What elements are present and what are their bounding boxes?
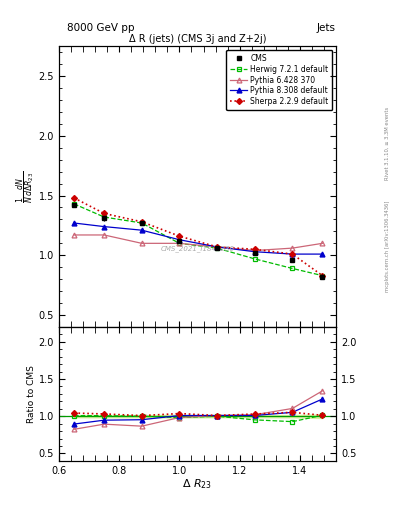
Text: mcplots.cern.ch [arXiv:1306.3436]: mcplots.cern.ch [arXiv:1306.3436]: [385, 200, 389, 291]
Y-axis label: Ratio to CMS: Ratio to CMS: [27, 365, 36, 423]
Text: 8000 GeV pp: 8000 GeV pp: [67, 23, 134, 33]
X-axis label: $\Delta\ R_{23}$: $\Delta\ R_{23}$: [182, 477, 213, 491]
Text: CMS_2021_I1847230: CMS_2021_I1847230: [160, 245, 235, 252]
Title: Δ R (jets) (CMS 3j and Z+2j): Δ R (jets) (CMS 3j and Z+2j): [129, 34, 266, 44]
Text: Jets: Jets: [317, 23, 336, 33]
Legend: CMS, Herwig 7.2.1 default, Pythia 6.428 370, Pythia 8.308 default, Sherpa 2.2.9 : CMS, Herwig 7.2.1 default, Pythia 6.428 …: [226, 50, 332, 110]
Y-axis label: $\frac{1}{N}\frac{dN}{d\Delta R_{23}}$: $\frac{1}{N}\frac{dN}{d\Delta R_{23}}$: [15, 170, 37, 203]
Text: Rivet 3.1.10, ≥ 3.3M events: Rivet 3.1.10, ≥ 3.3M events: [385, 106, 389, 180]
